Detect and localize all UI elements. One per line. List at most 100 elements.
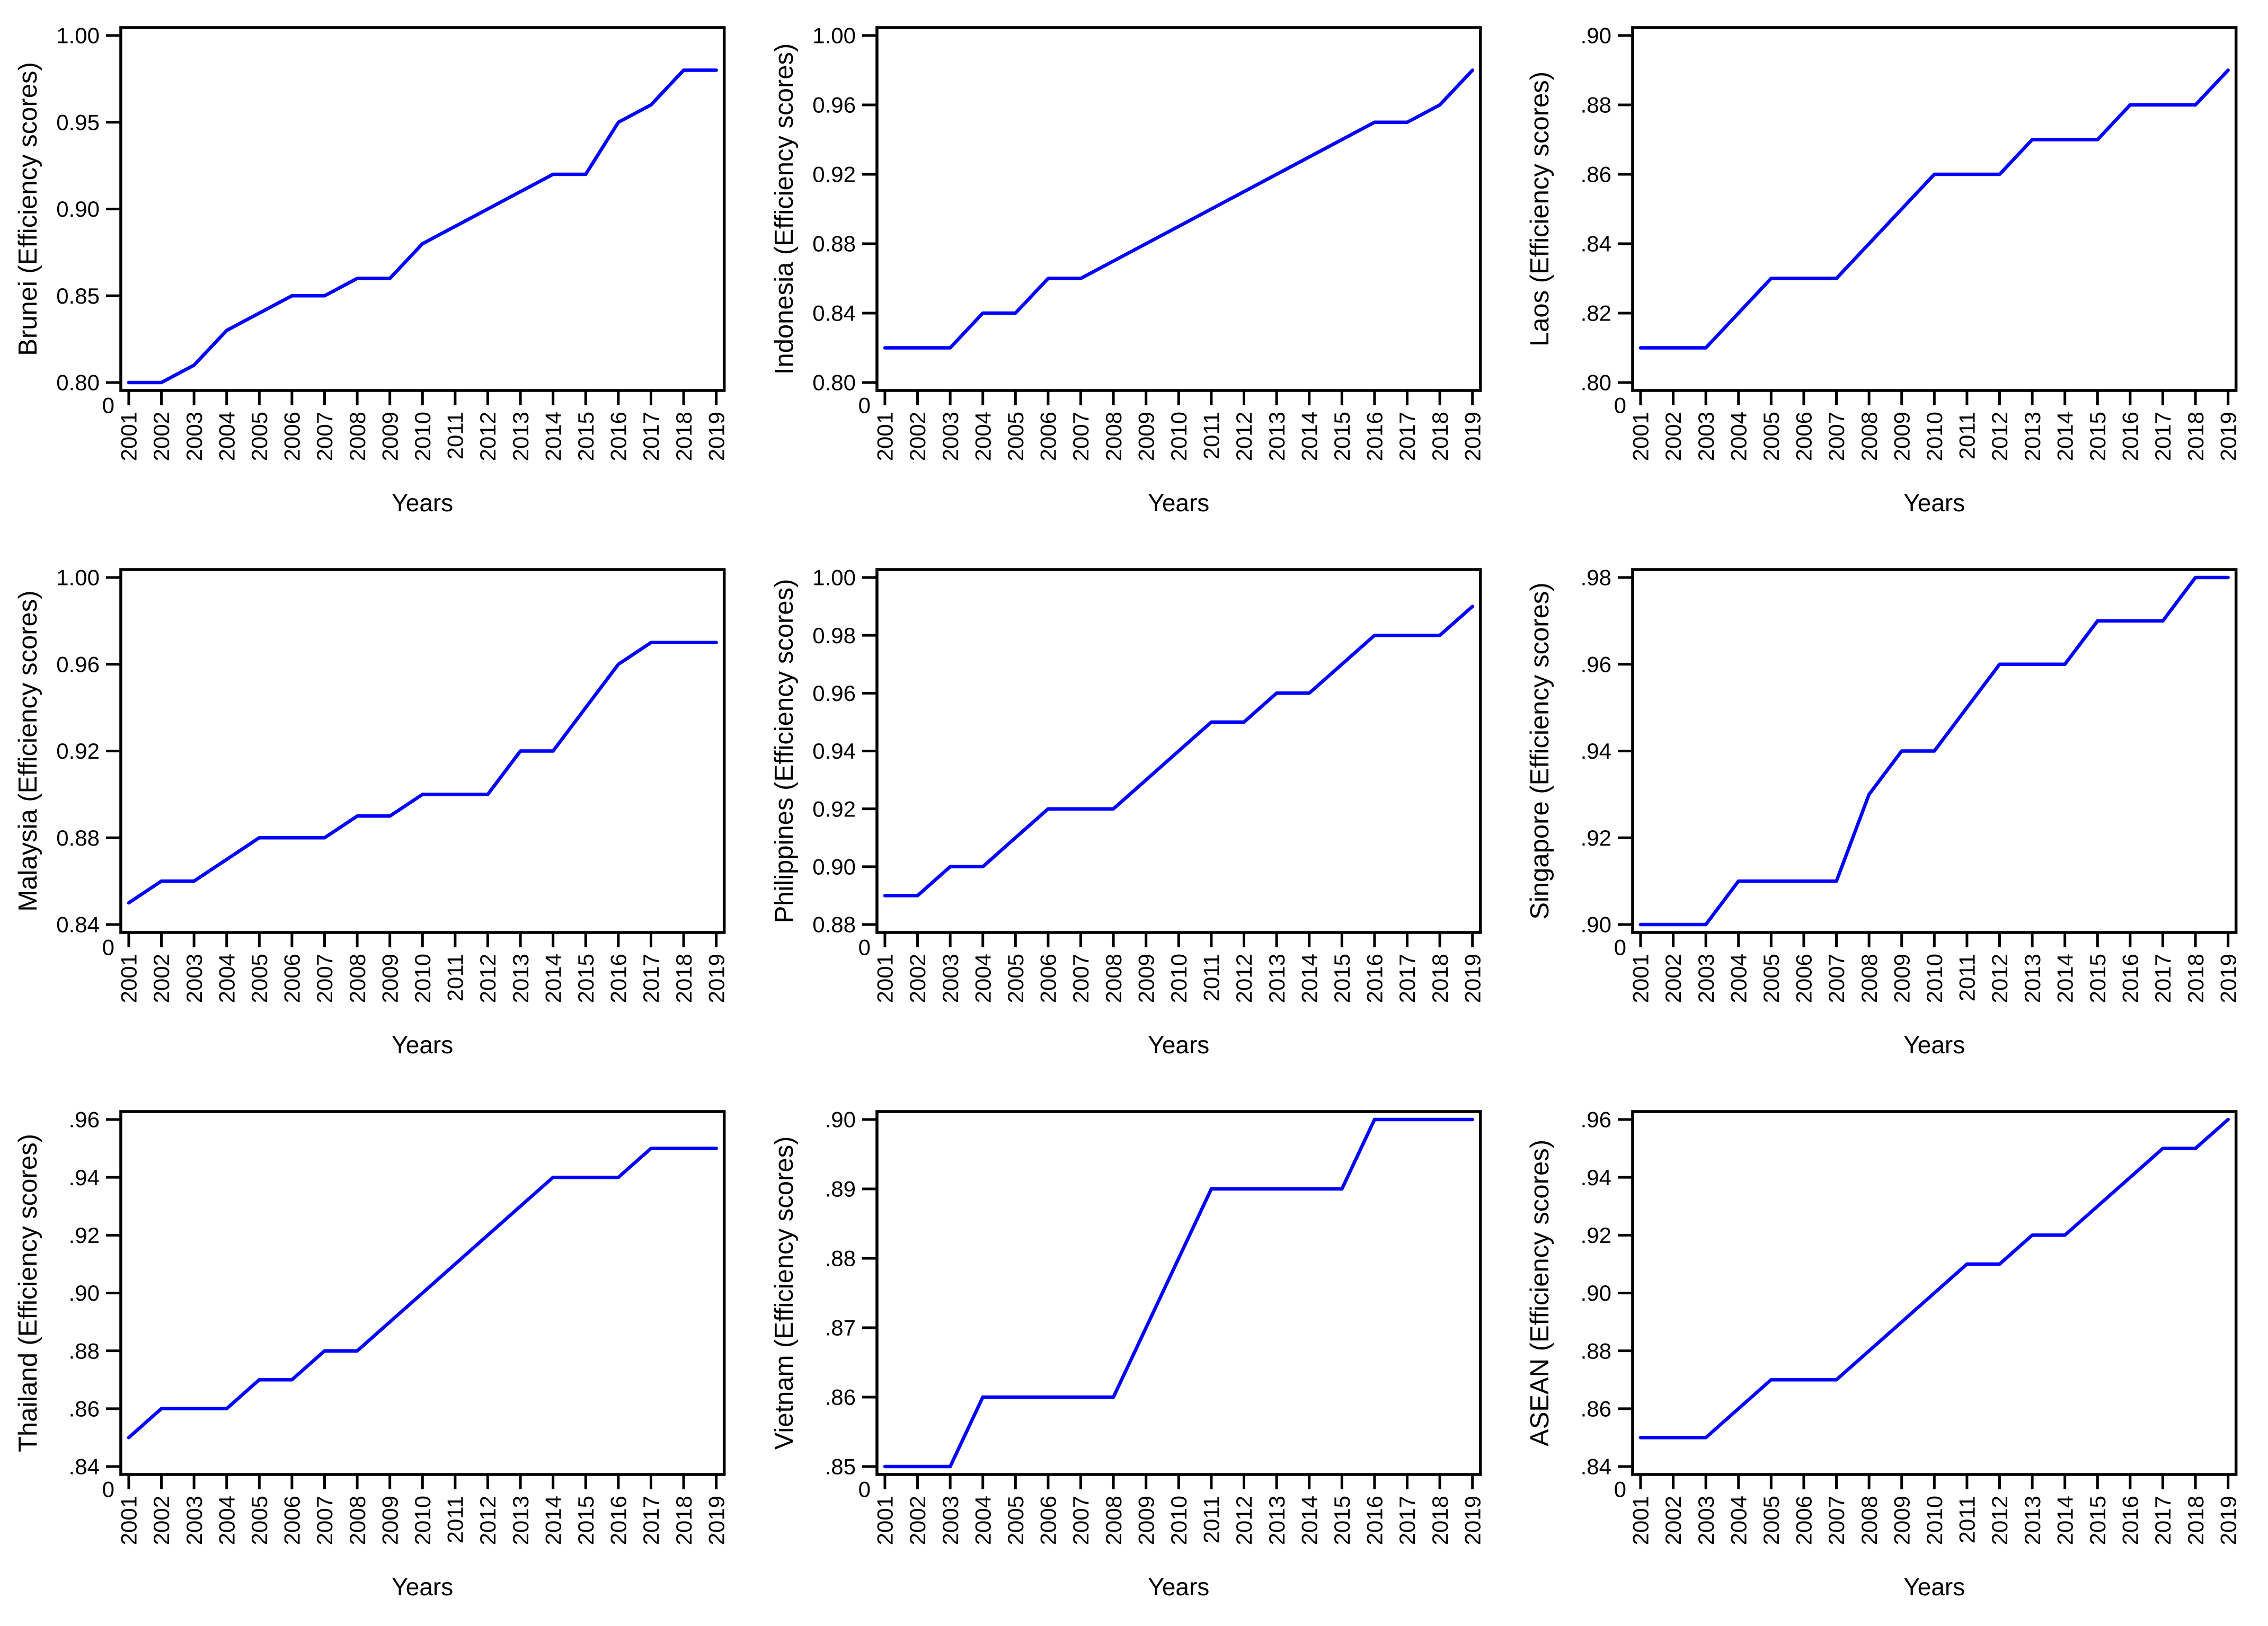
y-tick-label: .84 — [69, 1454, 100, 1479]
x-tick-label: 2004 — [970, 412, 995, 461]
x-tick-label: 2007 — [1824, 954, 1849, 1003]
x-tick-label: 2019 — [1460, 412, 1485, 461]
y-tick-label: .94 — [1581, 1165, 1611, 1190]
x-tick-label: 2014 — [2053, 954, 2078, 1003]
x-tick-label: 2008 — [345, 412, 370, 461]
x-tick-label: 2002 — [149, 954, 174, 1003]
x-tick-label: 2018 — [1427, 1496, 1452, 1545]
x-tick-label: 2006 — [1035, 412, 1060, 461]
plot-frame — [875, 26, 1482, 392]
origin-zero-label: 0 — [1614, 393, 1626, 418]
x-tick-label: 2006 — [1035, 1496, 1060, 1545]
x-axis-title: Years — [1904, 489, 1965, 517]
efficiency-line — [1639, 68, 2230, 350]
y-axis-title: Brunei (Efficiency scores) — [14, 62, 42, 356]
y-tick-label: 0.92 — [56, 739, 100, 763]
x-axis-title: Years — [1148, 1573, 1209, 1601]
x-axis-title: Years — [1148, 489, 1209, 517]
y-tick-label: 0.96 — [56, 652, 100, 677]
x-axis-title: Years — [1904, 1031, 1965, 1059]
x-tick-label: 2013 — [508, 954, 533, 1003]
y-tick-label: 0.80 — [56, 370, 100, 395]
x-tick-label: 2017 — [2151, 1496, 2176, 1545]
x-tick-label: 2009 — [1890, 954, 1915, 1003]
x-tick-label: 2012 — [1232, 1496, 1256, 1545]
y-tick-label: 1.00 — [812, 565, 856, 590]
x-tick-label: 2004 — [214, 954, 239, 1003]
x-tick-label: 2016 — [1362, 954, 1387, 1003]
efficiency-line — [127, 1147, 718, 1440]
x-tick-label: 2007 — [1068, 412, 1093, 461]
y-axis-title: Vietnam (Efficiency scores) — [770, 1136, 799, 1450]
x-tick-label: 2018 — [2183, 1496, 2208, 1545]
x-tick-label: 2015 — [1330, 1496, 1354, 1545]
x-tick-label: 2015 — [1330, 954, 1354, 1003]
x-tick-label: 2016 — [606, 954, 631, 1003]
x-axis-title: Years — [392, 1573, 453, 1601]
x-tick-label: 2009 — [377, 1496, 402, 1545]
x-tick-label: 2012 — [475, 1496, 500, 1545]
x-tick-label: 2012 — [1988, 412, 2013, 461]
x-tick-label: 2017 — [1395, 1496, 1420, 1545]
x-tick-label: 2019 — [704, 1496, 729, 1545]
y-tick-label: 0.95 — [56, 110, 100, 135]
x-tick-label: 2005 — [1759, 954, 1784, 1003]
x-tick-label: 2017 — [1395, 412, 1420, 461]
x-tick-label: 2002 — [1661, 412, 1686, 461]
efficiency-line — [127, 68, 718, 385]
x-tick-label: 2003 — [937, 412, 962, 461]
x-tick-label: 2002 — [1661, 1496, 1686, 1545]
x-tick-label: 2011 — [1955, 954, 1980, 1001]
x-tick-label: 2003 — [182, 1496, 207, 1545]
x-tick-label: 2013 — [2020, 954, 2045, 1003]
y-tick-label: .88 — [1581, 93, 1611, 118]
y-tick-label: .96 — [69, 1107, 100, 1132]
x-tick-label: 2002 — [149, 1496, 174, 1545]
x-tick-label: 2003 — [1694, 1496, 1718, 1545]
x-tick-label: 2001 — [117, 954, 141, 1003]
x-tick-label: 2005 — [247, 954, 272, 1003]
y-tick-label: .96 — [1581, 1107, 1611, 1132]
x-axis-title: Years — [1904, 1573, 1965, 1601]
y-tick-label: 1.00 — [812, 23, 856, 48]
y-tick-label: .86 — [1581, 1397, 1611, 1421]
x-tick-label: 2014 — [2053, 1496, 2078, 1545]
x-tick-label: 2014 — [1297, 954, 1322, 1003]
chart-vietnam: .85 .86 .87 .88 .89 .90 0 2001 2002 2003 2004 2005 2… — [756, 1084, 1512, 1626]
x-tick-label: 2017 — [2151, 954, 2176, 1003]
origin-zero-label: 0 — [1614, 935, 1626, 960]
x-tick-label: 2018 — [2183, 954, 2208, 1003]
chart-thailand: .84 .86 .88 .90 .92 .94 .96 0 2001 2002 2003 2004 20… — [0, 1084, 756, 1626]
x-tick-label: 2003 — [937, 954, 962, 1003]
x-tick-label: 2005 — [247, 412, 272, 461]
efficiency-line — [883, 605, 1474, 898]
x-tick-label: 2019 — [1460, 954, 1485, 1003]
chart-malaysia: 0.84 0.88 0.92 0.96 1.00 0 2001 2002 2003 2004 200… — [0, 542, 756, 1084]
x-tick-label: 2016 — [2118, 954, 2143, 1003]
x-tick-label: 2015 — [1330, 412, 1354, 461]
x-axis-title: Years — [392, 489, 453, 517]
x-tick-label: 2019 — [2216, 1496, 2241, 1545]
x-tick-label: 2016 — [606, 1496, 631, 1545]
y-tick-label: 0.92 — [812, 162, 856, 187]
y-axis-title: Laos (Efficiency scores) — [1526, 72, 1554, 346]
efficiency-line — [1639, 575, 2230, 927]
x-tick-label: 2004 — [1726, 954, 1751, 1003]
x-tick-label: 2004 — [1726, 1496, 1751, 1545]
x-tick-label: 2015 — [2085, 412, 2110, 461]
y-tick-label: 0.98 — [812, 623, 856, 648]
y-tick-label: .89 — [825, 1177, 855, 1202]
x-tick-label: 2008 — [1857, 412, 1882, 461]
x-tick-label: 2012 — [1232, 412, 1256, 461]
y-tick-label: .96 — [1581, 652, 1611, 677]
plot-frame — [119, 26, 726, 392]
x-tick-label: 2019 — [1460, 1496, 1485, 1545]
x-tick-label: 2015 — [573, 412, 598, 461]
x-tick-label: 2013 — [1264, 412, 1289, 461]
y-tick-label: .90 — [69, 1281, 100, 1305]
y-tick-label: 0.96 — [812, 93, 856, 118]
y-tick-label: .88 — [69, 1338, 100, 1363]
x-tick-label: 2010 — [1922, 954, 1947, 1003]
x-tick-label: 2010 — [1166, 954, 1191, 1003]
x-tick-label: 2005 — [1003, 1496, 1028, 1545]
